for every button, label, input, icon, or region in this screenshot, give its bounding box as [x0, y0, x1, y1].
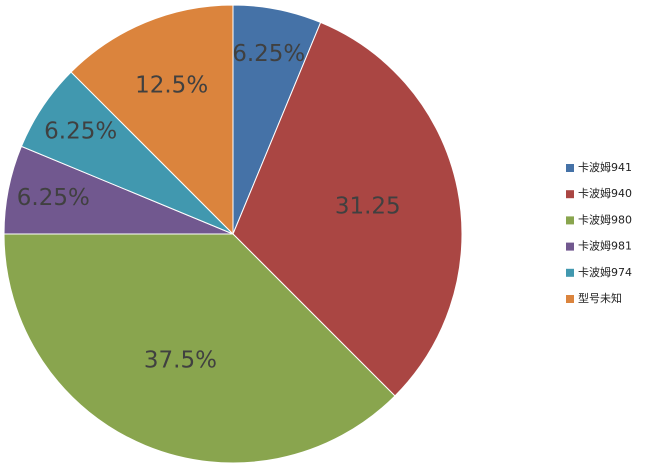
pie-slice	[70, 4, 234, 236]
legend-label: 卡波姆980	[578, 212, 632, 226]
pie-slice	[3, 233, 396, 464]
value-label: 6.25%	[232, 41, 305, 67]
legend-swatch	[566, 164, 574, 172]
legend-swatch	[566, 216, 574, 225]
value-label: 37.5%	[144, 347, 217, 373]
value-label: 6.25%	[44, 119, 117, 145]
value-label: 31.25	[335, 194, 401, 220]
legend-swatch	[566, 295, 574, 303]
legend-label: 卡波姆941	[578, 160, 632, 174]
legend-swatch	[566, 242, 574, 251]
legend-label: 型号未知	[578, 291, 622, 305]
legend-label: 卡波姆981	[578, 239, 632, 253]
value-label: 6.25%	[17, 185, 90, 211]
pie-slice	[232, 21, 463, 397]
value-label: 12.5%	[135, 72, 208, 98]
legend-label: 卡波姆940	[578, 186, 632, 200]
legend-swatch	[566, 268, 574, 277]
legend-swatch	[566, 190, 574, 199]
legend-label: 卡波姆974	[578, 265, 632, 279]
